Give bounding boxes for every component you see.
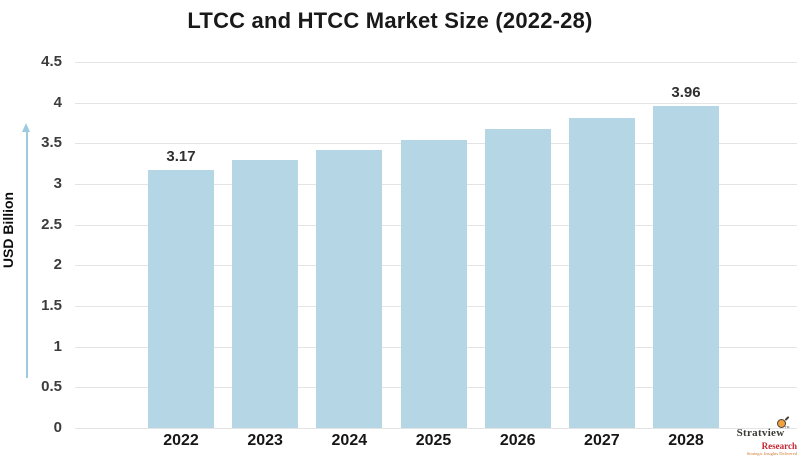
y-axis-arrow-icon: [22, 123, 31, 378]
brand-subtitle: Research: [761, 440, 797, 451]
y-tick-label: 4: [53, 93, 62, 111]
y-tick-label: 4.5: [41, 53, 62, 70]
bar-2027: [568, 118, 635, 428]
brand-name-row: Stratview™: [727, 416, 799, 441]
bar-2023: [232, 160, 299, 428]
trademark-symbol: ™: [784, 426, 790, 432]
y-tick-label: 2.5: [41, 215, 62, 233]
y-tick-label: 0: [53, 419, 62, 436]
brand-name: Stratview: [736, 427, 785, 440]
chart-title: LTCC and HTCC Market Size (2022-28): [187, 8, 593, 33]
y-tick-label: 2: [53, 256, 62, 274]
bar-2026: [484, 128, 551, 428]
y-tick-label: 3.5: [41, 134, 62, 152]
x-tick-label: 2027: [584, 432, 620, 449]
bar-2028: [653, 105, 720, 428]
plot-area: 3.17 3.96: [75, 62, 797, 429]
gridline: [75, 428, 797, 429]
x-tick-label: 2022: [163, 432, 199, 449]
magnifier-icon: [777, 416, 790, 429]
y-tick-label: 0.5: [41, 378, 62, 396]
bar-value-label: 3.17: [166, 148, 196, 166]
brand-tagline: Strategic Insights Delivered: [746, 451, 797, 457]
gridline: [75, 102, 797, 104]
y-tick-label: 1.5: [41, 297, 62, 314]
x-tick-label: 2023: [247, 432, 283, 449]
x-tick-label: 2025: [415, 432, 452, 449]
brand-logo: Stratview™ Research Strategic Insights D…: [727, 416, 799, 457]
arrow-shaft: [26, 130, 28, 378]
arrow-head: [22, 123, 30, 132]
bar-2022: [148, 170, 214, 428]
x-tick-label: 2026: [499, 432, 536, 449]
x-tick-label: 2028: [668, 432, 704, 449]
x-axis-labels: 2022 2023 2024 2025 2026 2027 2028: [75, 432, 797, 454]
x-tick-label: 2024: [331, 432, 368, 449]
bar-value-label: 3.96: [671, 83, 701, 101]
bar-2024: [316, 149, 383, 428]
y-tick-label: 3: [53, 175, 62, 192]
bar-2025: [400, 140, 467, 428]
y-tick-label: 1: [53, 337, 62, 355]
gridline: [75, 62, 797, 63]
